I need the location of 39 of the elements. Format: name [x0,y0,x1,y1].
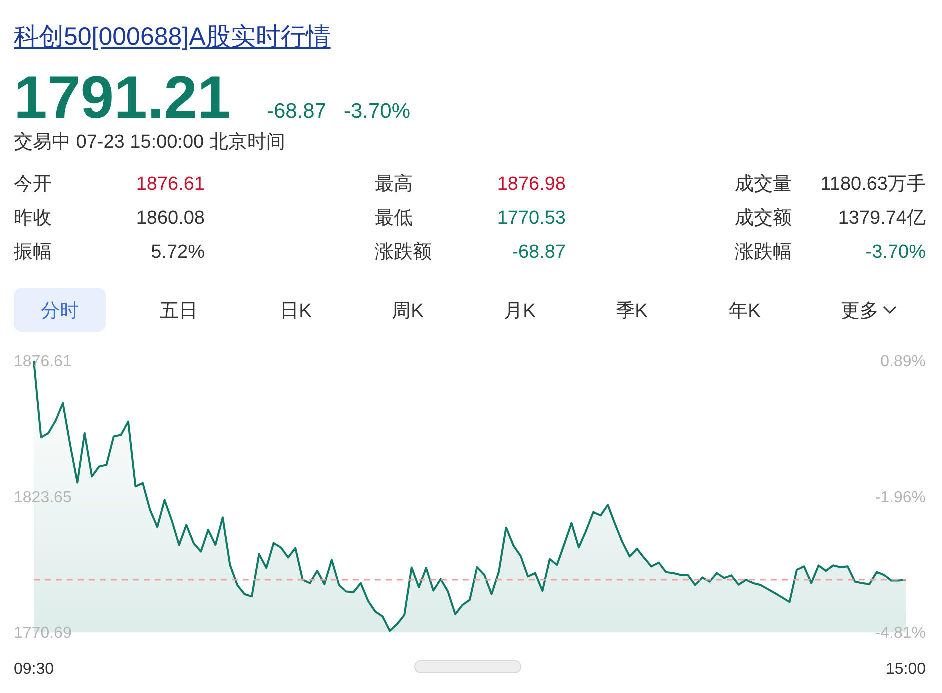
text: 分时 [41,301,79,322]
text: 1770.53 [497,208,566,229]
text: -68.87 [267,100,327,123]
text: 更多 [841,301,879,322]
text: -68.87 [512,242,566,263]
y2-tick-label: -4.81% [875,625,926,642]
text: 年K [729,301,762,322]
y2-tick-label: 0.89% [880,354,926,371]
text: 成交量 [735,173,792,195]
y-tick-label: 1770.69 [14,625,72,642]
text: 交易中 07-23 15:00:00 北京时间 [14,131,286,153]
text: -3.70% [866,242,926,263]
y-tick-label: 1876.61 [14,354,72,371]
text: 1379.74亿 [838,208,926,229]
text: 1876.98 [497,174,566,195]
text: 周K [392,301,424,322]
text: 季K [616,301,648,322]
text: 今开 [14,174,52,195]
text: 涨跌额 [375,241,432,263]
text: 1791.21 [14,64,231,131]
text: 1860.08 [136,208,205,229]
text: -3.70% [344,100,411,123]
text: 1180.63万手 [820,174,926,195]
text: 涨跌幅 [735,242,792,263]
text: 日K [280,301,312,322]
text: 最低 [375,208,413,229]
text: 昨收 [14,208,52,229]
text: 月K [504,301,536,322]
text: 五日 [160,301,198,322]
x-tick-label: 15:00 [886,661,926,678]
text: 1876.61 [136,174,205,195]
chart-title: 科创50[000688]A股实时行情 [14,23,331,51]
x-tick-label: 09:30 [14,661,54,678]
text: 成交额 [735,207,792,229]
text: 最高 [375,173,413,195]
y-tick-label: 1823.65 [14,489,72,506]
y2-tick-label: -1.96% [875,489,926,506]
text: 5.72% [151,242,206,263]
text: 振幅 [14,242,52,263]
